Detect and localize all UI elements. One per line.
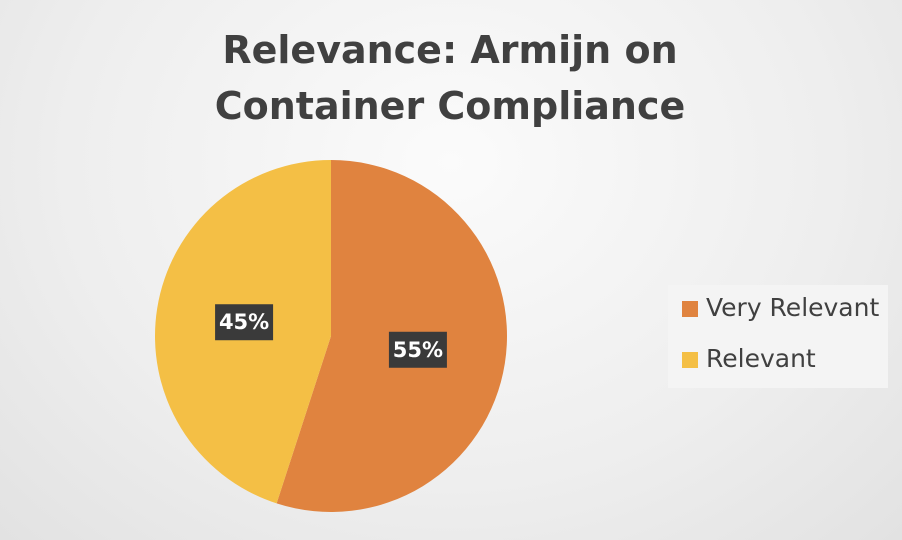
data-label: 55% [393,338,443,362]
chart-title: Relevance: Armijn on Container Complianc… [214,28,686,128]
legend-swatch [682,301,698,317]
legend-label: Relevant [706,344,816,373]
legend-label: Very Relevant [706,293,879,322]
legend-box [668,285,888,388]
legend-swatch [682,352,698,368]
data-label: 45% [219,310,269,334]
label-box [388,331,447,368]
label-box [215,304,274,341]
